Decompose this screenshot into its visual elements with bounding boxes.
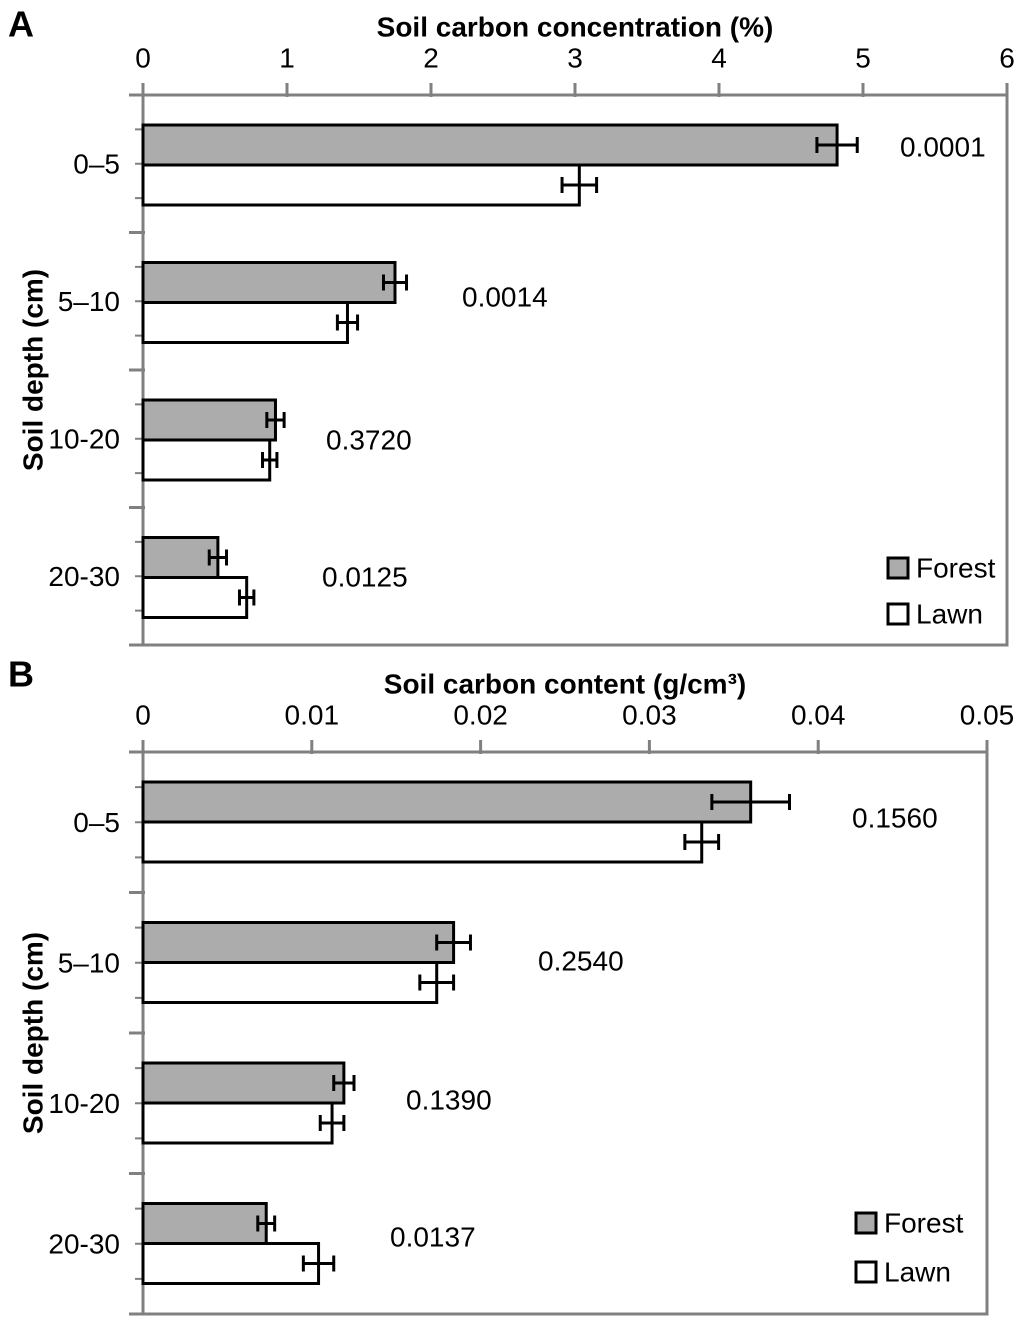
p-value-label: 0.0001 [900, 132, 986, 163]
y-category-label: 10-20 [48, 423, 120, 454]
error-bar-forest [815, 137, 859, 153]
bar-forest [141, 261, 397, 304]
x-axis-tick-label: 1 [279, 43, 295, 74]
bar-forest [141, 1061, 346, 1105]
error-bar-lawn [318, 1115, 346, 1131]
error-bar-lawn [301, 1255, 336, 1272]
p-value-label: 0.0125 [322, 562, 408, 593]
p-value-label: 0.1390 [406, 1085, 492, 1116]
legend-swatch-lawn [854, 1260, 878, 1284]
x-axis-tick-label: 6 [999, 43, 1015, 74]
error-bar-lawn [237, 589, 256, 606]
x-axis-tick-label: 4 [711, 43, 727, 74]
y-category-label: 10-20 [48, 1088, 120, 1119]
bar-lawn [141, 1242, 321, 1285]
y-category-label: 20-30 [48, 561, 120, 592]
error-bar-lawn [560, 177, 599, 193]
p-value-label: 0.0137 [390, 1222, 476, 1253]
error-bar-forest [332, 1075, 356, 1091]
bar-forest [141, 1202, 268, 1245]
bar-lawn [141, 438, 272, 482]
x-axis-tick-label: 0.03 [622, 700, 677, 731]
x-axis-tick-label: 0.01 [285, 700, 340, 731]
error-bar-forest [710, 794, 792, 810]
x-axis-tick-label: 0 [135, 43, 151, 74]
bar-forest [141, 921, 456, 964]
bar-lawn [141, 301, 349, 344]
error-bar-lawn [335, 314, 360, 331]
legend: Forest Lawn [886, 553, 996, 630]
y-category-label: 5–10 [58, 286, 120, 317]
y-axis-title: Soil depth (cm) [18, 269, 49, 471]
legend-swatch-forest [886, 556, 910, 580]
bar-lawn [141, 820, 704, 864]
x-axis-tick-label: 3 [567, 43, 583, 74]
bar-forest [141, 780, 753, 824]
x-axis-tick-label: 0 [135, 700, 151, 731]
y-category-label: 20-30 [48, 1228, 120, 1259]
panel-letter: A [8, 4, 34, 45]
panel-a: A Soil carbon concentration (%) 0 1 2 3 4 5 6 0–5… [8, 4, 1015, 647]
legend-label-forest: Forest [884, 1208, 964, 1239]
x-axis-tick-label: 5 [855, 43, 871, 74]
p-value-label: 0.1560 [852, 803, 938, 834]
p-value-label: 0.2540 [538, 946, 624, 977]
legend-label-forest: Forest [916, 553, 996, 584]
error-bar-forest [381, 274, 409, 291]
error-bar-forest [435, 934, 472, 951]
x-axis-tick-label: 0.02 [453, 700, 508, 731]
bar-lawn [141, 576, 249, 619]
bar-forest [141, 536, 220, 579]
x-axis-tick-label: 2 [423, 43, 439, 74]
y-category-label: 5–10 [58, 947, 120, 978]
panel-b: B Soil carbon content (g/cm³) 0 0.01 0.02 0.0… [8, 654, 1015, 1316]
error-bar-forest [265, 412, 286, 428]
p-value-label: 0.3720 [326, 425, 412, 456]
x-axis-title: Soil carbon content (g/cm³) [384, 669, 746, 700]
bar-lawn [141, 1101, 334, 1145]
bar-lawn [141, 163, 581, 207]
error-bar-lawn [418, 974, 456, 991]
y-axis-title: Soil depth (cm) [18, 932, 49, 1134]
bar-lawn [141, 961, 439, 1004]
p-value-label: 0.0014 [462, 282, 548, 313]
legend: Forest Lawn [854, 1208, 964, 1288]
x-axis-tick-label: 0.04 [791, 700, 846, 731]
bar-forest [141, 123, 839, 167]
legend-swatch-lawn [886, 602, 910, 626]
error-bar-lawn [261, 452, 279, 468]
error-bar-forest [256, 1215, 277, 1232]
panel-letter: B [8, 654, 34, 695]
error-bar-forest [207, 549, 229, 566]
legend-label-lawn: Lawn [884, 1257, 951, 1288]
x-axis-title: Soil carbon concentration (%) [377, 12, 774, 43]
legend-label-lawn: Lawn [916, 599, 983, 630]
bar-forest [141, 398, 277, 442]
y-category-label: 0–5 [73, 148, 120, 179]
legend-swatch-forest [854, 1211, 878, 1235]
error-bar-lawn [683, 834, 721, 850]
x-axis-tick-label: 0.05 [960, 700, 1015, 731]
y-category-label: 0–5 [73, 807, 120, 838]
